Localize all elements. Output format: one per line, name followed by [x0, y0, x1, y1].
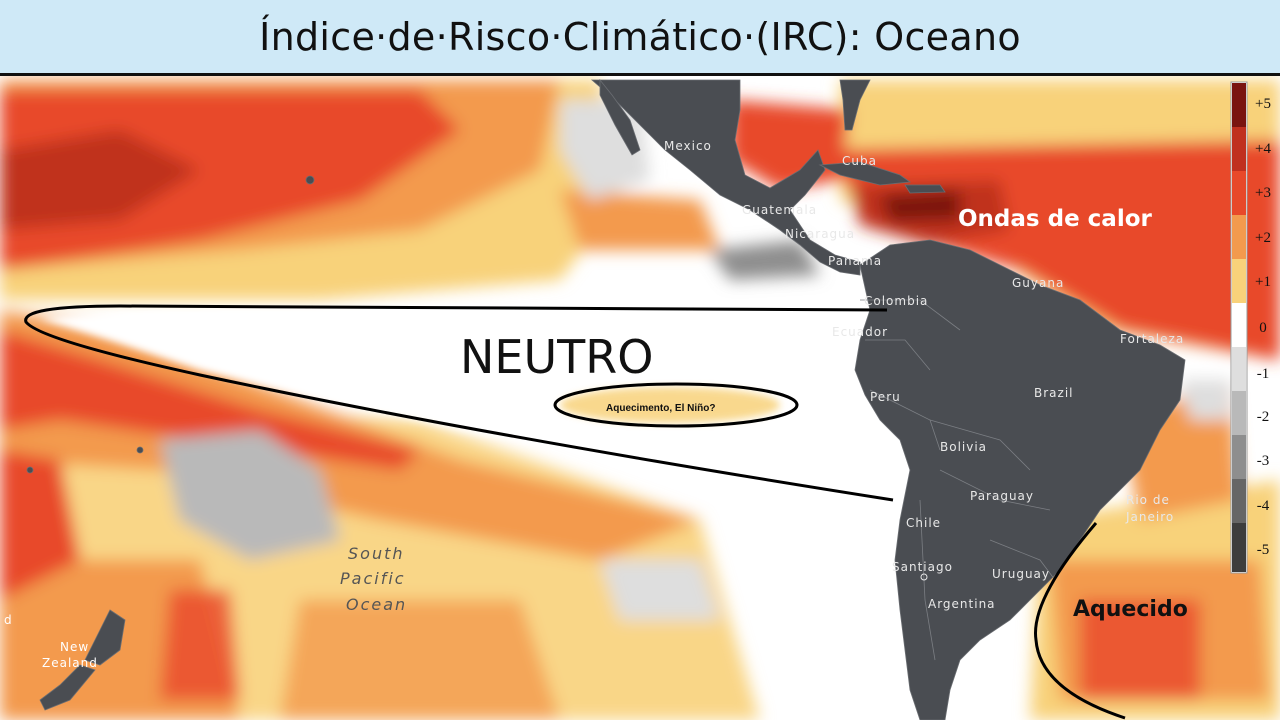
neutral-band-outline: [24, 304, 894, 502]
ocean-map: Mexico Cuba Guatemala Nicaragua Panama C…: [0, 76, 1280, 720]
label-guyana: Guyana: [1012, 276, 1064, 290]
legend-swatch-minus1: [1232, 347, 1246, 391]
label-uruguay: Uruguay: [992, 567, 1050, 581]
legend-label-plus3: +3: [1255, 185, 1271, 201]
legend-swatch-minus3: [1232, 435, 1246, 479]
label-south-pacific-1: South: [348, 544, 405, 563]
legend-label-minus2: -2: [1256, 409, 1270, 425]
label-brazil: Brazil: [1034, 386, 1074, 400]
el-nino-label: Aquecimento, El Niño?: [606, 403, 715, 414]
neutral-band: [40, 306, 880, 480]
legend-label-zero: 0: [1259, 320, 1267, 336]
label-santiago: Santiago: [892, 560, 953, 574]
santiago-marker: [920, 573, 928, 581]
legend-label-plus1: +1: [1255, 274, 1271, 290]
warmed-label: Aquecido: [1073, 597, 1188, 622]
legend-label-minus5: -5: [1256, 542, 1270, 558]
legend-label-minus1: -1: [1256, 366, 1270, 382]
label-south-pacific-2: Pacific: [340, 569, 406, 588]
label-rio-1: Rio de: [1126, 493, 1170, 507]
legend-swatch-plus4: [1232, 127, 1246, 171]
warmed-region-line: [1034, 522, 1126, 720]
el-nino-warm-patch: [560, 387, 780, 423]
legend-swatch-minus2: [1232, 391, 1246, 435]
legend-swatch-plus2: [1232, 215, 1246, 259]
legend-swatch-plus3: [1232, 171, 1246, 215]
legend-label-plus2: +2: [1255, 230, 1271, 246]
label-ecuador: Ecuador: [832, 325, 888, 339]
anomaly-field: [0, 80, 1280, 720]
legend-swatch-plus5: [1232, 83, 1246, 127]
label-colombia: Colombia: [864, 294, 928, 308]
label-chile: Chile: [906, 516, 941, 530]
label-paraguay: Paraguay: [970, 489, 1034, 503]
label-nz-1: New: [60, 640, 89, 654]
annotation-lines: [24, 304, 1126, 720]
label-argentina: Argentina: [928, 597, 996, 611]
legend-colorbar: [1230, 81, 1248, 574]
legend-swatch-plus1: [1232, 259, 1246, 303]
label-cuba: Cuba: [842, 154, 877, 168]
label-nicaragua: Nicaragua: [785, 227, 855, 241]
map-labels: Mexico Cuba Guatemala Nicaragua Panama C…: [4, 139, 1184, 670]
legend-swatch-zero: [1232, 303, 1246, 347]
label-south-pacific-3: Ocean: [346, 595, 407, 614]
heat-waves-label: Ondas de calor: [958, 206, 1153, 232]
label-panama: Panama: [828, 254, 882, 268]
title-bar: Índice·de·Risco·Climático·(IRC): Oceano: [0, 0, 1280, 76]
label-guatemala: Guatemala: [742, 203, 817, 217]
label-bolivia: Bolivia: [940, 440, 987, 454]
legend-swatch-minus5: [1232, 523, 1246, 572]
label-peru: Peru: [870, 390, 901, 404]
neutral-label: NEUTRO: [460, 330, 653, 384]
label-fortaleza: Fortaleza: [1120, 332, 1184, 346]
page-title: Índice·de·Risco·Climático·(IRC): Oceano: [259, 14, 1021, 59]
land: [26, 78, 1186, 720]
legend-label-plus5: +5: [1255, 96, 1271, 112]
legend-swatch-minus4: [1232, 479, 1246, 523]
legend-label-plus4: +4: [1255, 141, 1271, 157]
label-nz-top: d: [4, 613, 13, 627]
label-nz-2: Zealand: [42, 656, 98, 670]
label-mexico: Mexico: [664, 139, 712, 153]
legend-label-minus3: -3: [1256, 453, 1270, 469]
label-rio-2: Janeiro: [1125, 510, 1174, 524]
el-nino-ellipse: [553, 382, 799, 428]
legend-label-minus4: -4: [1256, 498, 1270, 514]
